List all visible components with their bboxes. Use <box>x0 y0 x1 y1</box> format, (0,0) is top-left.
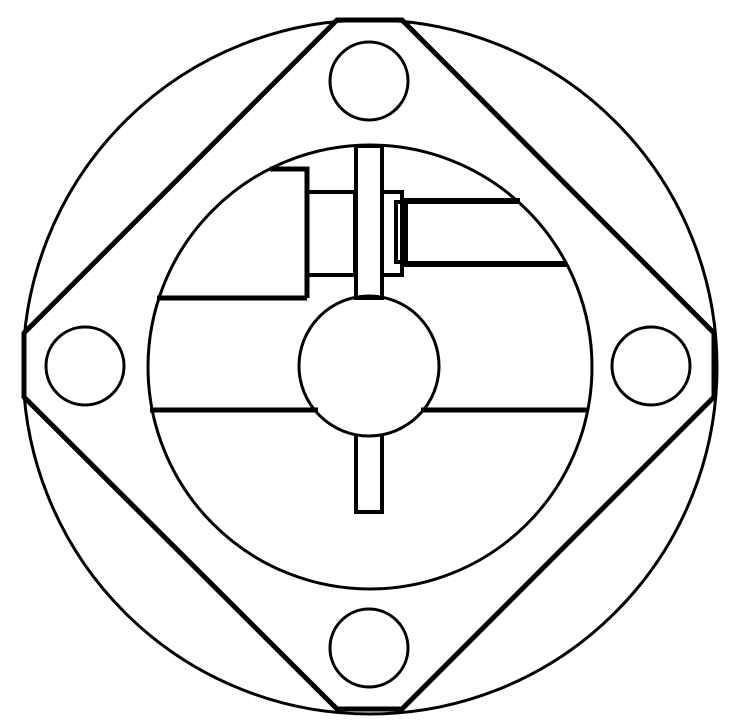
square-mounting-plate <box>21 17 717 712</box>
vertical-shaft-upper <box>354 144 384 300</box>
bolt-hole-bottom <box>328 607 410 689</box>
vertical-shaft-lower <box>354 436 384 514</box>
bolt-hole-right <box>610 325 692 407</box>
collar-block <box>394 200 408 264</box>
bolt-hole-top <box>328 40 410 122</box>
bolt-hole-left <box>44 325 126 407</box>
central-hub-circle <box>297 294 441 438</box>
